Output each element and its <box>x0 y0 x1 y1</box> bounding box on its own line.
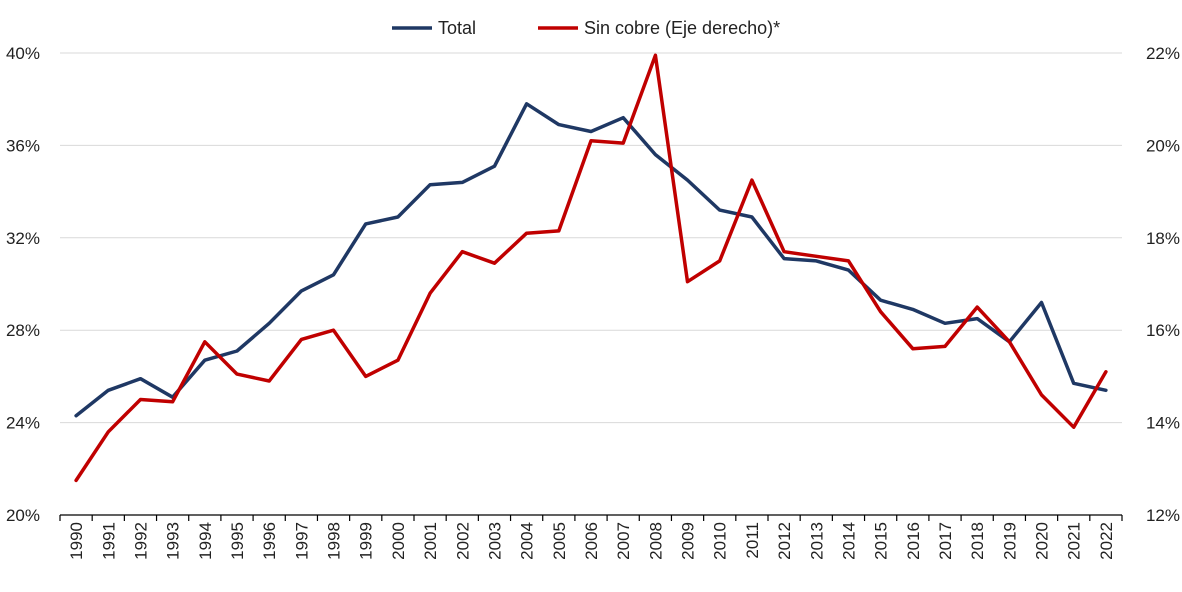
x-tick-label: 2008 <box>646 522 665 560</box>
x-tick-label: 1991 <box>99 522 118 560</box>
x-tick-label: 2001 <box>421 522 440 560</box>
x-tick-label: 1990 <box>67 522 86 560</box>
x-tick-label: 1999 <box>357 522 376 560</box>
y-right-tick-label: 14% <box>1146 414 1180 433</box>
x-tick-label: 2018 <box>968 522 987 560</box>
x-tick-label: 2019 <box>1000 522 1019 560</box>
y-left-tick-label: 28% <box>6 321 40 340</box>
x-tick-label: 2014 <box>839 522 858 560</box>
x-tick-label: 2007 <box>614 522 633 560</box>
x-tick-label: 1994 <box>196 522 215 560</box>
grid-lines <box>60 52 1122 424</box>
x-tick-label: 2004 <box>518 522 537 560</box>
x-tick-label: 2017 <box>936 522 955 560</box>
x-tick-label: 2020 <box>1033 522 1052 560</box>
y-right-tick-label: 18% <box>1146 229 1180 248</box>
x-tick-label: 1992 <box>131 522 150 560</box>
x-tick-label: 2009 <box>679 522 698 560</box>
x-tick-label: 2005 <box>550 522 569 560</box>
y-left-tick-label: 20% <box>6 506 40 525</box>
series-line-total <box>74 102 1108 418</box>
x-tick-label: 1995 <box>228 522 247 560</box>
x-tick-label: 1997 <box>292 522 311 560</box>
y-left-tick-label: 36% <box>6 136 40 155</box>
x-tick-label: 1996 <box>260 522 279 560</box>
x-tick-label: 2003 <box>485 522 504 560</box>
x-tick-label: 2016 <box>904 522 923 560</box>
axes <box>59 514 1123 521</box>
y-right-tick-label: 20% <box>1146 136 1180 155</box>
x-tick-label: 2000 <box>389 522 408 560</box>
x-tick-label: 2012 <box>775 522 794 560</box>
x-tick-label: 2021 <box>1065 522 1084 560</box>
x-tick-label: 1998 <box>325 522 344 560</box>
x-tick-label: 2002 <box>453 522 472 560</box>
y-left-tick-label: 40% <box>6 44 40 63</box>
y-left-tick-label: 24% <box>6 414 40 433</box>
legend: Total Sin cobre (Eje derecho)* <box>392 18 780 38</box>
x-tick-label: 1993 <box>164 522 183 560</box>
y-right-tick-label: 22% <box>1146 44 1180 63</box>
y-right-tick-label: 16% <box>1146 321 1180 340</box>
x-tick-label: 2015 <box>872 522 891 560</box>
legend-label-total: Total <box>438 18 476 38</box>
y-left-tick-label: 32% <box>6 229 40 248</box>
series-lines <box>74 53 1108 483</box>
tick-labels: 20% 24% 28% 32% 36% 40% 12% 14% 16% 18% 20% 22% 1990… <box>6 44 1180 560</box>
x-tick-label: 2013 <box>807 522 826 560</box>
series-line-sin-cobre <box>74 53 1108 483</box>
legend-label-sin-cobre: Sin cobre (Eje derecho)* <box>584 18 780 38</box>
x-tick-label: 2006 <box>582 522 601 560</box>
y-right-tick-label: 12% <box>1146 506 1180 525</box>
x-tick-label: 2011 <box>743 522 762 559</box>
x-tick-label: 2022 <box>1097 522 1116 560</box>
x-tick-label: 2010 <box>711 522 730 560</box>
